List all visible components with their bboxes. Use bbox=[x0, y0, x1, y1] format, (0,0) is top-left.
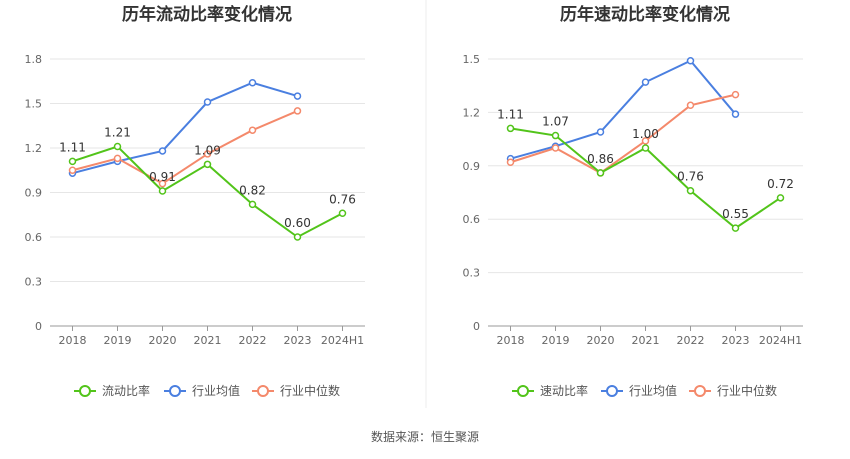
data-point-2 bbox=[158, 147, 167, 155]
legend-label-2: 行业均值 bbox=[629, 383, 677, 398]
x-tick-label: 2021 bbox=[194, 334, 222, 347]
data-point-3 bbox=[641, 137, 650, 145]
data-label: 0.76 bbox=[329, 192, 356, 206]
data-point-2 bbox=[203, 98, 212, 106]
x-tick-label: 2021 bbox=[632, 334, 660, 347]
y-tick-label: 1.2 bbox=[463, 106, 481, 119]
data-label: 1.09 bbox=[194, 143, 221, 157]
data-point-1 bbox=[686, 186, 695, 195]
data-point-3 bbox=[248, 126, 257, 134]
y-tick-label: 1.5 bbox=[463, 53, 481, 66]
data-label: 0.86 bbox=[587, 152, 614, 166]
x-tick-label: 2018 bbox=[497, 334, 525, 347]
data-point-1 bbox=[551, 131, 560, 140]
legend-label-1: 速动比率 bbox=[540, 383, 588, 398]
data-point-1 bbox=[596, 169, 605, 177]
x-tick-label: 2019 bbox=[104, 334, 132, 347]
x-tick-label: 2018 bbox=[59, 334, 87, 347]
y-tick-label: 0.9 bbox=[463, 160, 481, 173]
series-line-3 bbox=[72, 109, 298, 185]
data-label: 0.76 bbox=[677, 170, 704, 184]
data-point-3 bbox=[506, 158, 515, 166]
data-point-1 bbox=[68, 157, 77, 166]
legend-marker-2 bbox=[606, 385, 618, 397]
data-label: 1.11 bbox=[497, 107, 524, 121]
data-point-1 bbox=[338, 209, 347, 218]
y-tick-label: 0.6 bbox=[463, 213, 481, 226]
data-label: 0.82 bbox=[239, 183, 266, 197]
data-source-note: 数据来源：恒生聚源 bbox=[370, 430, 479, 444]
data-point-1 bbox=[293, 233, 302, 241]
data-point-1 bbox=[158, 187, 167, 195]
data-point-3 bbox=[113, 154, 122, 163]
data-label: 0.91 bbox=[149, 170, 176, 184]
series-line-2 bbox=[510, 59, 737, 160]
data-point-3 bbox=[158, 179, 167, 188]
data-label: 1.00 bbox=[632, 127, 659, 141]
legend-marker-1 bbox=[517, 385, 529, 397]
data-point-1 bbox=[641, 144, 650, 152]
data-label: 0.60 bbox=[284, 216, 311, 230]
data-point-1 bbox=[731, 224, 740, 232]
data-point-1 bbox=[506, 124, 515, 133]
chart-title: 历年流动比率变化情况 bbox=[122, 4, 292, 25]
legend-marker-3 bbox=[694, 385, 706, 397]
data-point-1 bbox=[776, 194, 785, 202]
x-tick-label: 2022 bbox=[677, 334, 705, 347]
chart-panel-2: 历年速动比率变化情况 0 0.3 0.6 0.9 1.2 1.5 2018 2019 2020 20… bbox=[463, 4, 803, 398]
chart-panel-1: 历年流动比率变化情况 0 0.3 0.6 0.9 1.2 1.5 1.8 2018 2019 202… bbox=[25, 4, 365, 398]
legend-label-1: 流动比率 bbox=[102, 383, 150, 398]
data-point-2 bbox=[686, 57, 695, 65]
series-line-3 bbox=[510, 93, 736, 175]
legend-label-3: 行业中位数 bbox=[280, 383, 340, 398]
data-point-3 bbox=[686, 101, 695, 110]
data-point-2 bbox=[731, 110, 740, 118]
data-point-3 bbox=[293, 107, 302, 115]
data-point-2 bbox=[248, 78, 257, 87]
data-point-3 bbox=[731, 90, 740, 99]
x-tick-label: 2024H1 bbox=[759, 334, 802, 347]
data-point-3 bbox=[203, 150, 212, 158]
legend-marker-2 bbox=[169, 385, 181, 397]
x-tick-label: 2023 bbox=[722, 334, 750, 347]
y-tick-label: 0 bbox=[473, 320, 480, 333]
data-point-3 bbox=[551, 144, 560, 152]
data-point-1 bbox=[203, 160, 212, 169]
y-tick-label: 0 bbox=[35, 320, 42, 333]
x-tick-label: 2022 bbox=[239, 334, 267, 347]
data-point-2 bbox=[596, 128, 605, 136]
data-label: 1.21 bbox=[104, 126, 131, 140]
y-tick-label: 1.8 bbox=[25, 53, 43, 66]
x-tick-label: 2020 bbox=[587, 334, 615, 347]
y-tick-label: 0.9 bbox=[25, 187, 43, 200]
y-tick-label: 1.5 bbox=[25, 98, 43, 111]
y-tick-label: 0.3 bbox=[463, 267, 481, 280]
legend-marker-3 bbox=[257, 385, 269, 397]
data-label: 0.55 bbox=[722, 207, 749, 221]
legend-marker-1 bbox=[79, 385, 91, 397]
data-label: 1.07 bbox=[542, 115, 569, 129]
series-line-2 bbox=[72, 81, 298, 175]
data-point-3 bbox=[68, 166, 77, 174]
data-label: 0.72 bbox=[767, 177, 794, 191]
y-tick-label: 0.3 bbox=[25, 276, 43, 289]
x-tick-label: 2019 bbox=[542, 334, 570, 347]
y-tick-label: 0.6 bbox=[25, 231, 43, 244]
data-point-2 bbox=[641, 78, 650, 86]
y-tick-label: 1.2 bbox=[25, 142, 43, 155]
x-tick-label: 2020 bbox=[149, 334, 177, 347]
chart-title: 历年速动比率变化情况 bbox=[560, 4, 730, 25]
legend-label-3: 行业中位数 bbox=[717, 383, 777, 398]
data-point-2 bbox=[293, 92, 302, 100]
data-point-1 bbox=[248, 200, 257, 209]
data-point-1 bbox=[113, 142, 122, 151]
x-tick-label: 2023 bbox=[284, 334, 312, 347]
x-tick-label: 2024H1 bbox=[321, 334, 364, 347]
data-label: 1.11 bbox=[59, 140, 86, 154]
legend-label-2: 行业均值 bbox=[192, 383, 240, 398]
